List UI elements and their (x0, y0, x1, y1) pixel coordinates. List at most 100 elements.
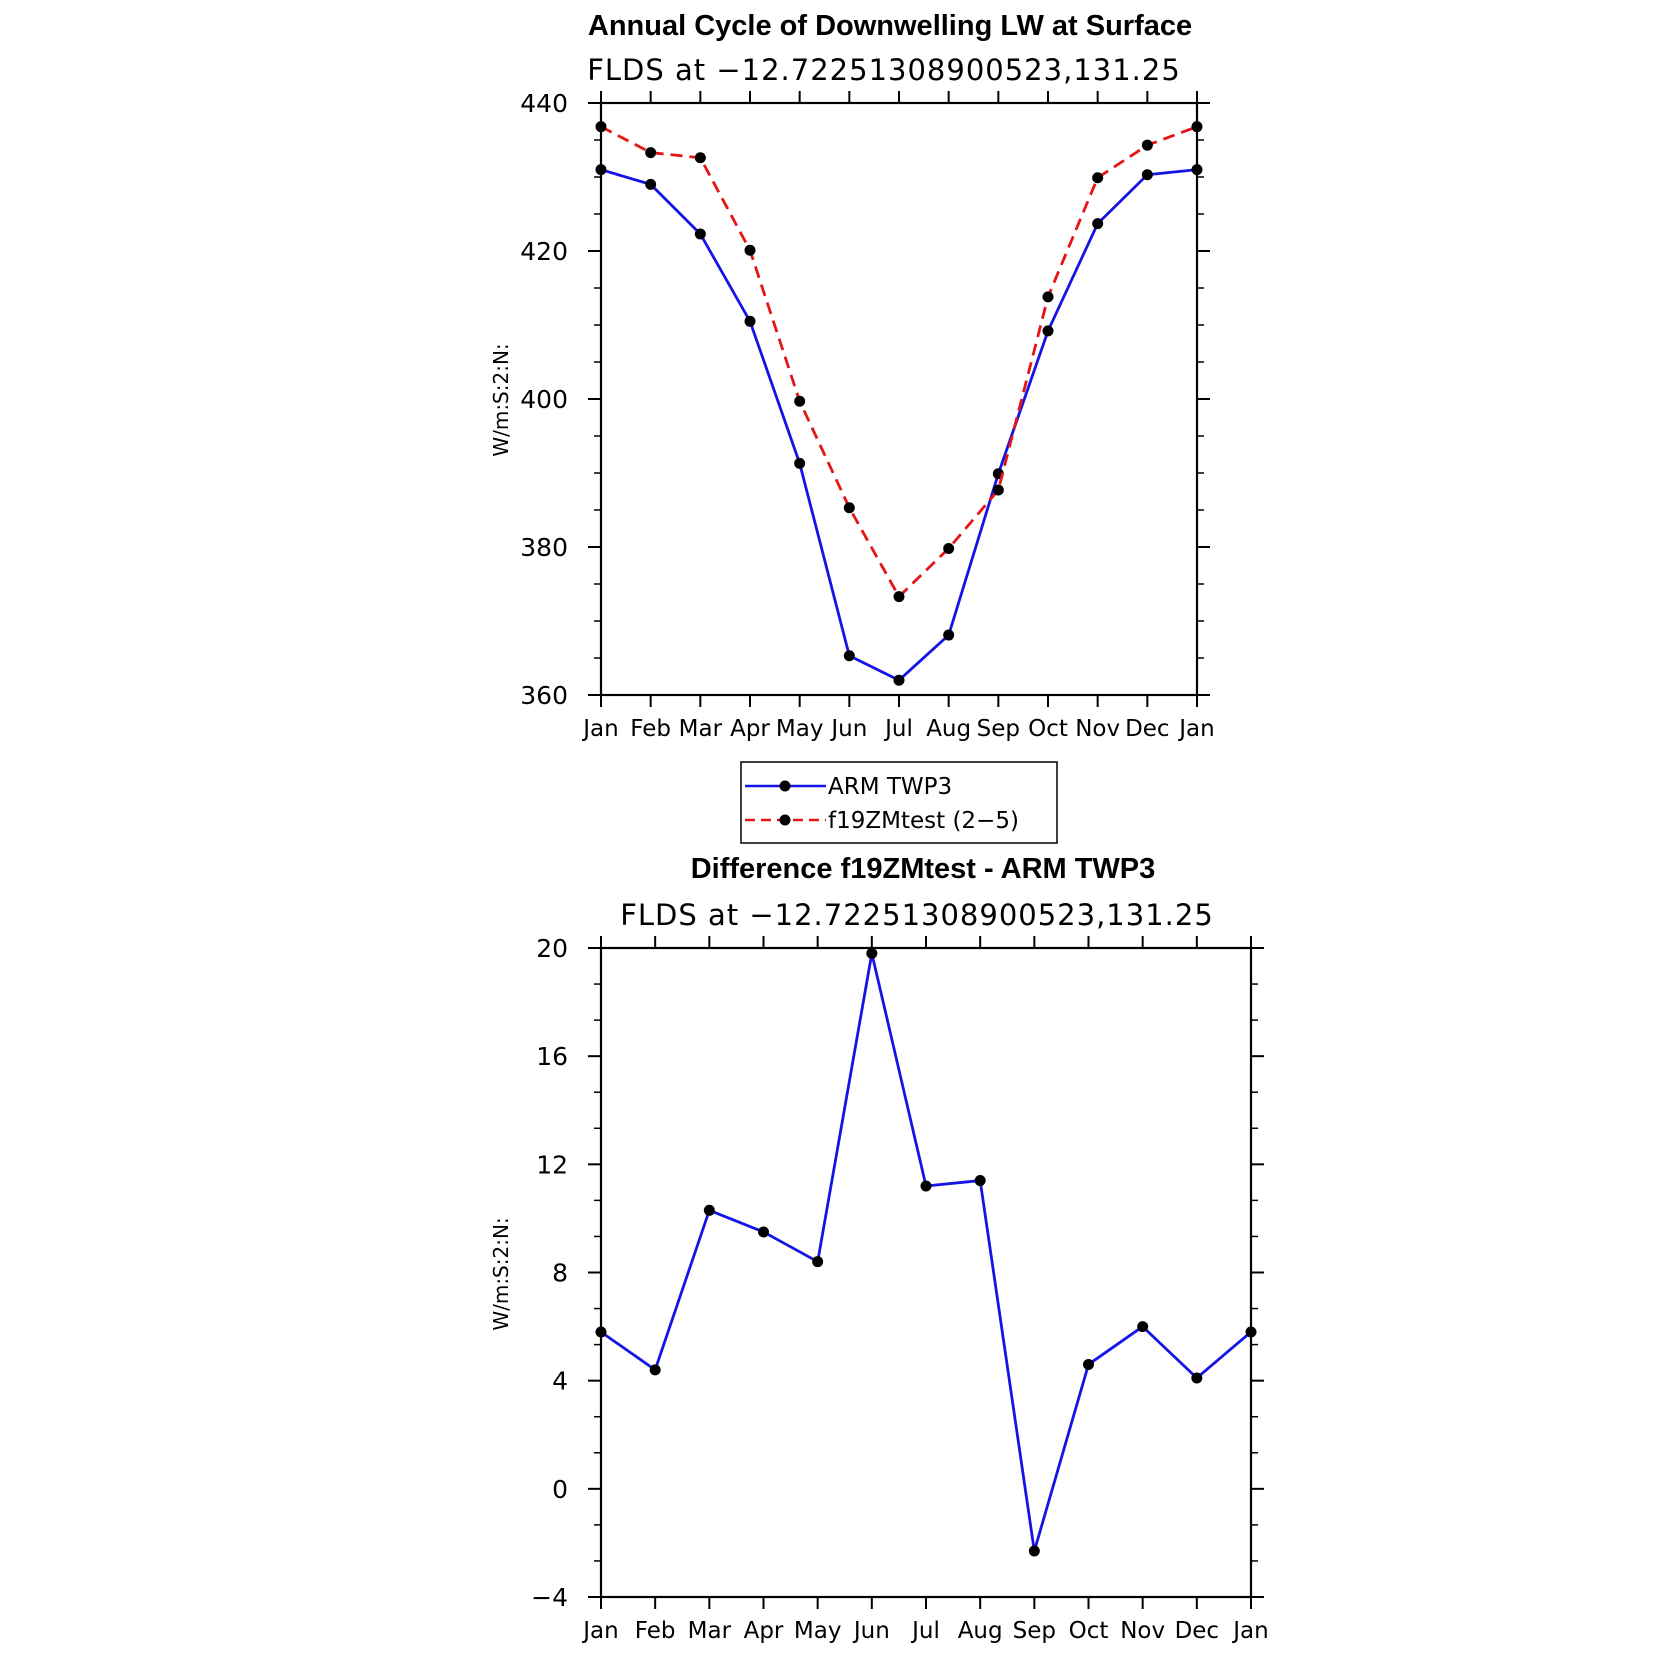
x-tick-label-jan: Jan (581, 716, 618, 742)
data-point-f19zmtest-2-5-apr-3 (744, 244, 756, 256)
x-tick-label-jan: Jan (1231, 1618, 1268, 1644)
plot-frame (599, 101, 1199, 697)
y-tick-label-0: 0 (552, 1475, 568, 1504)
x-tick-label-dec: Dec (1125, 716, 1170, 742)
data-point-f19zmtest-2-5-mar-2 (694, 152, 706, 164)
y-tick-label-440: 440 (520, 89, 568, 118)
chart-subtitle: FLDS at −12.72251308900523,131.25 (620, 898, 1214, 932)
plot-area (588, 936, 1264, 1609)
data-point-series-0-oct-9 (1083, 1358, 1094, 1370)
data-point-arm-twp3-jul-6 (893, 674, 905, 686)
y-tick-label-360: 360 (520, 681, 568, 710)
data-point-f19zmtest-2-5-feb-1 (645, 147, 657, 159)
x-tick-labels: Jan Feb Mar Apr May Jun Jul Aug Sep Oct Nov Dec Jan (581, 1618, 1268, 1644)
x-tick-label-mar: Mar (688, 1618, 732, 1644)
data-point-f19zmtest-2-5-jan-0 (595, 121, 607, 133)
data-point-arm-twp3-mar-2 (694, 228, 706, 240)
legend-label-f19zmtest: f19ZMtest (2−5) (828, 808, 1019, 834)
legend-box (740, 761, 1058, 844)
y-tick-label-12: 12 (536, 1150, 568, 1179)
series-group (595, 947, 1257, 1557)
x-tick-label-jan: Jan (581, 1618, 618, 1644)
x-tick-label-jan: Jan (1177, 716, 1214, 742)
data-point-series-0-aug-7 (974, 1175, 986, 1187)
x-tick-label-nov: Nov (1120, 1618, 1165, 1644)
data-point-series-0-feb-1 (649, 1364, 661, 1376)
panel-difference: Difference f19ZMtest - ARM TWP3 FLDS at … (489, 853, 1269, 1644)
series-line-series-0 (600, 952, 1252, 1553)
data-point-f19zmtest-2-5-jul-6 (893, 591, 905, 603)
data-point-series-0-nov-10 (1137, 1321, 1149, 1333)
data-point-series-0-may-4 (812, 1256, 824, 1268)
data-point-series-0-apr-3 (758, 1226, 769, 1238)
x-tick-label-nov: Nov (1075, 716, 1120, 742)
y-tick-label-16: 16 (536, 1042, 568, 1071)
data-point-series-0-sep-8 (1028, 1545, 1040, 1557)
data-point-series-0-jul-6 (920, 1180, 932, 1192)
legend-label-arm-twp3: ARM TWP3 (828, 774, 952, 800)
x-tick-label-jun: Jun (829, 716, 867, 742)
x-tick-label-sep: Sep (1013, 1618, 1056, 1644)
y-tick-label-420: 420 (520, 237, 568, 266)
x-tick-label-jul: Jul (883, 716, 913, 742)
y-tick-label-4: 4 (552, 1367, 568, 1396)
data-point-f19zmtest-2-5-nov-10 (1092, 172, 1104, 184)
x-tick-label-apr: Apr (730, 716, 770, 742)
y-axis-label: W/m:S:2:N: (489, 343, 513, 456)
plot-area (588, 91, 1210, 707)
data-point-f19zmtest-2-5-oct-9 (1042, 291, 1054, 303)
data-point-arm-twp3-feb-1 (645, 178, 657, 190)
x-tick-label-jun: Jun (852, 1618, 890, 1644)
y-tick-label-400: 400 (520, 385, 568, 414)
data-point-arm-twp3-jan-0 (595, 164, 607, 176)
data-point-f19zmtest-2-5-jan-12 (1191, 121, 1203, 133)
data-point-arm-twp3-may-4 (794, 457, 806, 469)
chart-title: Annual Cycle of Downwelling LW at Surfac… (588, 10, 1192, 42)
x-tick-label-mar: Mar (679, 716, 723, 742)
data-point-arm-twp3-dec-11 (1141, 169, 1153, 181)
x-tick-label-apr: Apr (744, 1618, 784, 1644)
data-point-arm-twp3-nov-10 (1092, 218, 1104, 230)
legend: ARM TWP3 f19ZMtest (2−5) (740, 761, 1058, 844)
x-tick-label-sep: Sep (977, 716, 1020, 742)
series-group (595, 121, 1203, 686)
x-tick-label-aug: Aug (958, 1618, 1003, 1644)
data-point-f19zmtest-2-5-dec-11 (1141, 139, 1153, 151)
y-tick-labels: −4 0 4 8 12 16 20 (531, 934, 568, 1612)
data-point-series-0-dec-11 (1191, 1372, 1203, 1384)
panel-annual-cycle: Annual Cycle of Downwelling LW at Surfac… (489, 10, 1215, 742)
data-point-f19zmtest-2-5-jun-5 (843, 502, 855, 514)
data-point-series-0-mar-2 (703, 1204, 715, 1216)
x-tick-label-feb: Feb (635, 1618, 676, 1644)
data-point-f19zmtest-2-5-aug-7 (943, 542, 955, 554)
series-line-f19zmtest-2-5 (600, 125, 1198, 598)
x-tick-label-oct: Oct (1069, 1618, 1109, 1644)
x-tick-label-oct: Oct (1028, 716, 1068, 742)
data-point-f19zmtest-2-5-may-4 (794, 395, 806, 407)
plot-frame (599, 946, 1253, 1599)
y-tick-label-20: 20 (536, 934, 568, 963)
legend-marker-arm-twp3 (779, 780, 791, 792)
chart-subtitle: FLDS at −12.72251308900523,131.25 (587, 53, 1181, 87)
x-tick-label-may: May (794, 1618, 842, 1644)
y-tick-label-8: 8 (552, 1259, 568, 1288)
x-tick-label-aug: Aug (926, 716, 971, 742)
x-tick-label-dec: Dec (1175, 1618, 1220, 1644)
x-tick-label-feb: Feb (630, 716, 671, 742)
chart-title: Difference f19ZMtest - ARM TWP3 (691, 853, 1156, 885)
data-point-series-0-jan-0 (595, 1326, 607, 1338)
y-tick-label-380: 380 (520, 533, 568, 562)
data-point-arm-twp3-oct-9 (1042, 325, 1054, 337)
data-point-series-0-jun-5 (866, 947, 878, 959)
x-tick-labels: Jan Feb Mar Apr May Jun Jul Aug Sep Oct Nov Dec Jan (581, 716, 1214, 742)
legend-marker-f19zmtest (779, 814, 791, 826)
x-tick-label-jul: Jul (910, 1618, 940, 1644)
data-point-arm-twp3-jun-5 (843, 650, 855, 662)
data-point-arm-twp3-aug-7 (943, 629, 955, 641)
data-point-series-0-jan-12 (1245, 1326, 1257, 1338)
y-tick-labels: 360 380 400 420 440 (520, 89, 568, 710)
data-point-f19zmtest-2-5-sep-8 (992, 484, 1004, 496)
series-line-arm-twp3 (600, 168, 1198, 682)
data-point-arm-twp3-apr-3 (744, 315, 756, 327)
